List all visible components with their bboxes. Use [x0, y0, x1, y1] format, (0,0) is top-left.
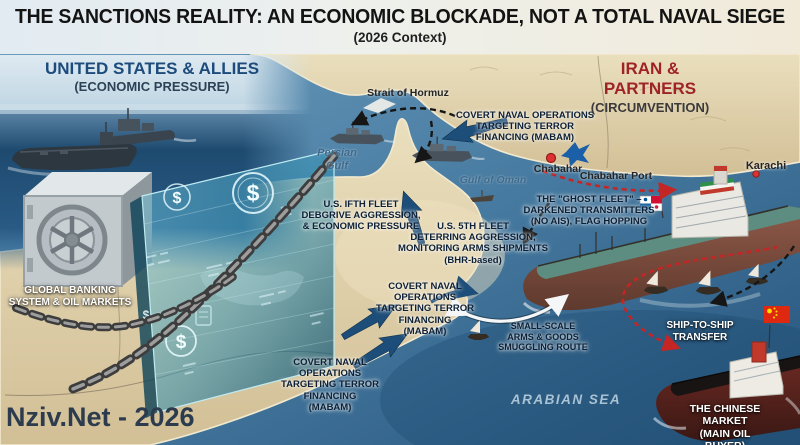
annotation-ghost-fleet: THE "GHOST FLEET" – DARKENED TRANSMITTER…: [523, 194, 655, 228]
annotation-chinese-market: THE CHINESE MARKET (MAIN OIL BUYER): [689, 403, 761, 445]
chinese-tanker: [652, 306, 800, 442]
header-iran-partners-title: IRAN & PARTNERS: [603, 59, 697, 99]
dollar-icon: $: [247, 180, 260, 206]
header-us-allies-subtitle: (ECONOMIC PRESSURE): [74, 79, 230, 95]
credit-watermark: Nziv.Net - 2026: [6, 402, 195, 432]
annotation-global-banking: GLOBAL BANKING SYSTEM & OIL MARKETS: [8, 285, 132, 308]
annotation-fifth-fleet-west: U.S. IFTH FLEET DEBGRIVE AGGRESSION, & E…: [301, 199, 421, 233]
annotation-covert-ops-north: COVERT NAVAL OPERATIONS TARGETING TERROR…: [455, 110, 595, 144]
annotation-smuggling-route: SMALL-SCALE ARMS & GOODS SMUGGLING ROUTE: [498, 321, 588, 353]
bird-icon: [561, 142, 590, 167]
page-subtitle: (2026 Context): [353, 30, 447, 45]
red-dashed-routes: [542, 169, 779, 352]
label-karachi: Karachi: [745, 160, 787, 172]
chain: [12, 151, 339, 395]
label-chabahar-port: Chabahar Port: [579, 170, 653, 182]
dollar-icon: $: [176, 332, 187, 353]
label-strait-of-hormuz: Strait of Hormuz: [367, 87, 449, 99]
label-chabahar: Chabahar: [533, 163, 583, 175]
label-persian-gulf: Persian Gulf: [317, 147, 357, 172]
header-us-allies-title: UNITED STATES & ALLIES: [44, 59, 260, 78]
blue-pressure-arrows: [337, 109, 511, 376]
header-iran-partners-subtitle: (CIRCUMVENTION): [590, 99, 710, 115]
panama-flag: [639, 195, 664, 219]
chabahar-port-dot: [545, 152, 557, 164]
ghost-fleet-tanker: [522, 165, 800, 314]
annotation-covert-ops-south: COVERT NAVAL OPERATIONS TARGETING TERROR…: [281, 357, 379, 413]
dollar-icon: $: [173, 190, 182, 207]
aircraft-carrier-photo: [7, 122, 137, 176]
header-us-allies: UNITED STATES & ALLIES (ECONOMIC PRESSUR…: [45, 59, 259, 95]
patrol-boat: [470, 190, 494, 202]
white-bird-shape: [363, 98, 396, 113]
annotation-ship-to-ship: SHIP-TO-SHIP TRANSFER: [666, 320, 734, 343]
annotation-fifth-fleet-east: U.S. 5TH FLEET DETERRING AGGRESSION, MON…: [398, 221, 548, 266]
destroyer-photo: [100, 108, 197, 147]
black-dashed-arrows: [350, 107, 796, 307]
dollar-icon: $: [143, 308, 150, 322]
header-iran-partners: IRAN & PARTNERS (CIRCUMVENTION): [575, 59, 725, 115]
annotation-covert-ops-mid: COVERT NAVAL OPERATIONS TARGETING TERROR…: [376, 281, 474, 337]
label-gulf-of-oman: Gulf of Oman: [459, 174, 527, 186]
title-banner: THE SANCTIONS REALITY: AN ECONOMIC BLOCK…: [0, 0, 800, 54]
label-arabian-sea: ARABIAN SEA: [510, 392, 622, 407]
karachi-dot: [752, 170, 760, 178]
china-flag: [764, 306, 790, 349]
white-transfer-arrow: [444, 294, 569, 324]
page-title: THE SANCTIONS REALITY: AN ECONOMIC BLOCK…: [14, 6, 785, 28]
